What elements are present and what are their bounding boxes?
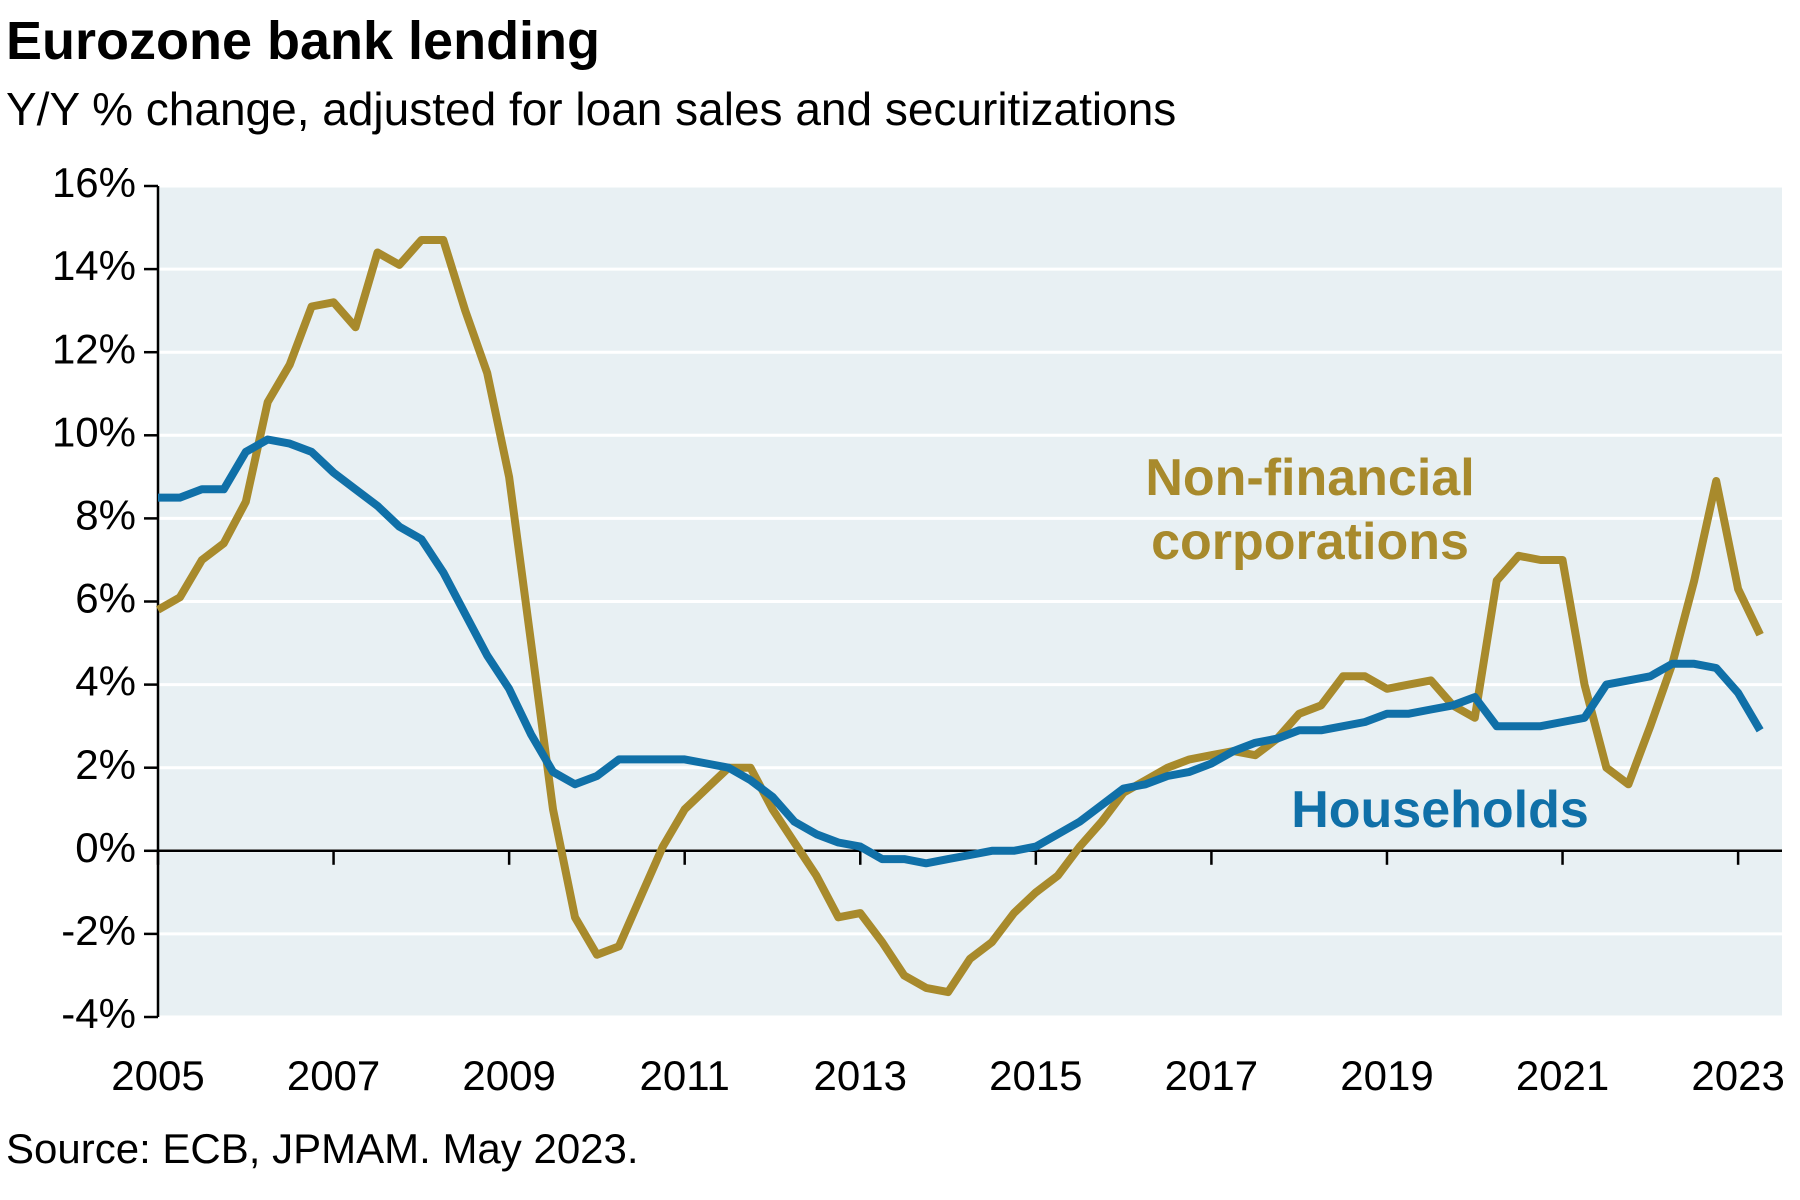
x-tick-label: 2015 [989, 1052, 1082, 1099]
y-tick-label: 6% [75, 575, 136, 622]
y-tick-label: 2% [75, 741, 136, 788]
series-label: Non-financial corporations [1145, 449, 1475, 571]
y-tick-label: 10% [52, 408, 136, 455]
y-tick-label: 14% [52, 242, 136, 289]
y-tick-label: 12% [52, 325, 136, 372]
x-tick-label: 2005 [111, 1052, 204, 1099]
series-line [158, 435, 1764, 868]
x-tick-label: 2023 [1691, 1052, 1784, 1099]
x-tick-label: 2017 [1165, 1052, 1258, 1099]
y-tick-label: 0% [75, 824, 136, 871]
y-tick-label: -2% [61, 907, 136, 954]
y-tick-label: 4% [75, 658, 136, 705]
x-tick-label: 2021 [1516, 1052, 1609, 1099]
series-label: Households [1291, 781, 1589, 839]
x-tick-label: 2009 [462, 1052, 555, 1099]
chart-subtitle: Y/Y % change, adjusted for loan sales an… [6, 83, 1177, 135]
chart-title: Eurozone bank lending [6, 11, 601, 71]
y-tick-label: 8% [75, 491, 136, 538]
source-note: Source: ECB, JPMAM. May 2023. [6, 1125, 639, 1172]
x-tick-label: 2011 [640, 1052, 730, 1099]
x-tick-label: 2007 [287, 1052, 380, 1099]
x-tick-label: 2019 [1340, 1052, 1433, 1099]
y-tick-label: -4% [61, 990, 136, 1037]
series-line [156, 236, 1764, 997]
y-tick-label: 16% [52, 159, 136, 206]
x-tick-label: 2013 [814, 1052, 907, 1099]
